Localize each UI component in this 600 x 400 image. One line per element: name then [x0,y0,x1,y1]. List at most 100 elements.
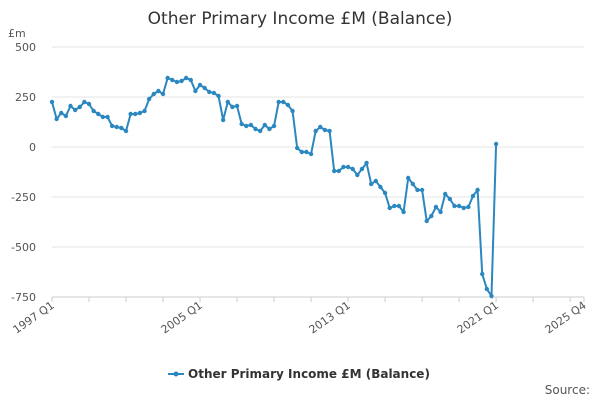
data-point[interactable] [105,114,110,120]
data-point[interactable] [290,108,295,114]
data-point[interactable] [285,102,291,108]
data-point[interactable] [262,122,267,128]
data-point[interactable] [114,124,119,130]
data-point[interactable] [188,77,193,83]
data-point[interactable] [355,172,360,178]
data-point[interactable] [480,271,485,277]
data-point[interactable] [387,205,392,211]
data-point[interactable] [484,286,490,292]
data-point[interactable] [304,149,309,155]
data-point[interactable] [216,93,221,99]
data-point[interactable] [438,209,443,215]
data-point[interactable] [230,104,235,110]
data-point[interactable] [271,123,277,129]
data-point[interactable] [91,108,96,114]
data-point[interactable] [49,99,55,105]
data-point[interactable] [433,204,439,210]
legend[interactable]: Other Primary Income £M (Balance) [168,367,430,381]
data-point[interactable] [336,168,342,174]
data-point[interactable] [364,160,369,166]
data-point[interactable] [239,121,244,127]
data-point[interactable] [419,187,425,193]
data-point[interactable] [281,99,286,105]
data-point[interactable] [244,123,249,129]
data-point[interactable] [257,128,263,134]
data-point[interactable] [327,128,332,134]
data-point[interactable] [63,113,69,119]
data-point[interactable] [54,116,59,122]
data-point[interactable] [133,111,138,117]
data-point[interactable] [456,203,462,209]
data-point[interactable] [253,126,258,132]
data-point[interactable] [179,78,184,84]
data-point[interactable] [119,125,124,131]
data-point[interactable] [359,166,365,172]
data-point[interactable] [415,187,420,193]
data-point[interactable] [373,178,379,184]
data-point[interactable] [123,128,129,134]
data-point[interactable] [401,209,406,215]
data-point[interactable] [82,99,87,105]
data-point[interactable] [160,91,166,97]
data-point[interactable] [299,149,305,155]
data-point[interactable] [96,111,101,117]
data-point[interactable] [276,99,281,105]
data-point[interactable] [493,141,499,147]
data-point[interactable] [406,175,411,181]
data-point[interactable] [331,168,337,174]
data-point[interactable] [156,88,161,94]
data-point[interactable] [410,181,416,187]
data-point[interactable] [341,164,346,170]
y-axis-unit-label: £m [8,27,26,40]
data-point[interactable] [313,128,318,134]
data-point[interactable] [197,82,203,88]
data-point[interactable] [396,203,402,209]
data-point[interactable] [369,181,374,187]
data-point[interactable] [220,117,226,123]
data-point[interactable] [193,88,198,94]
data-point[interactable] [137,110,143,116]
data-point[interactable] [100,114,106,120]
data-point[interactable] [392,203,397,209]
data-point[interactable] [174,79,180,85]
data-point[interactable] [461,205,466,211]
data-point[interactable] [109,123,115,129]
data-point[interactable] [447,196,453,202]
data-point[interactable] [183,75,189,81]
data-point[interactable] [294,145,300,151]
data-point[interactable] [475,187,480,193]
data-point[interactable] [267,126,272,132]
data-point[interactable] [322,127,328,133]
data-point[interactable] [165,75,170,81]
data-point[interactable] [452,203,457,209]
data-point[interactable] [318,124,323,130]
data-point[interactable] [308,151,314,157]
data-point[interactable] [86,101,92,107]
data-point[interactable] [128,111,133,117]
data-point[interactable] [429,213,434,219]
data-point[interactable] [170,77,175,83]
data-point[interactable] [225,99,230,105]
data-point[interactable] [248,122,254,128]
data-point[interactable] [470,193,476,199]
gridlines [52,46,584,248]
data-point[interactable] [207,89,212,95]
data-point[interactable] [350,166,355,172]
data-point[interactable] [59,110,64,116]
data-point[interactable] [466,204,471,210]
data-point[interactable] [489,293,494,299]
data-point[interactable] [378,184,383,190]
data-point[interactable] [142,108,147,114]
data-point[interactable] [68,103,73,109]
data-point[interactable] [211,90,217,96]
data-point[interactable] [234,103,240,109]
data-point[interactable] [443,191,448,197]
data-point[interactable] [77,104,82,110]
data-point[interactable] [345,164,351,170]
data-point[interactable] [151,91,156,97]
data-point[interactable] [202,85,207,91]
data-point[interactable] [424,218,429,224]
data-point[interactable] [146,96,152,102]
data-point[interactable] [382,190,388,196]
data-point[interactable] [72,107,78,113]
